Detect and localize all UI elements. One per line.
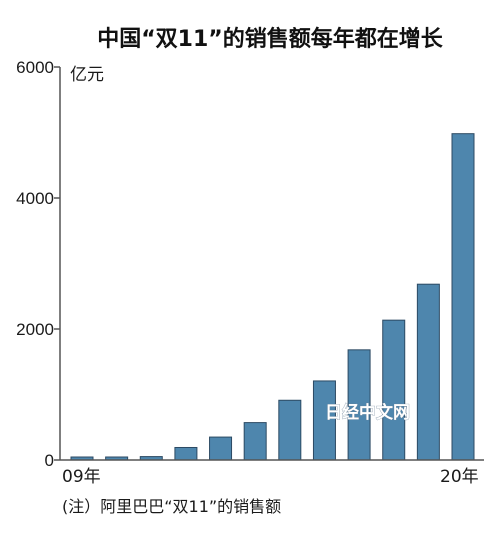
y-axis-unit-label: 亿元 [70,65,104,85]
y-axis-ticks: 0 2000 4000 6000 [16,58,60,470]
y-tick-label: 2000 [16,320,54,339]
y-tick-label: 4000 [16,189,54,208]
bar-2019 [416,283,440,461]
y-tick-label: 6000 [16,58,54,77]
chart-title: 中国“双11”的销售额每年都在增长 [97,26,444,52]
footnote: (注）阿里巴巴“双11”的销售额 [62,497,281,516]
y-tick-label: 0 [45,451,54,470]
bar-2015 [278,399,302,461]
bar-2020 [451,133,475,461]
bar-2012 [174,446,198,461]
bar-2014 [243,422,267,461]
bar-2013 [209,436,233,461]
x-tick-label-first: 09年 [62,467,101,487]
watermark-logo: 日经中文网 [325,402,410,423]
bar-2018 [382,319,406,461]
x-tick-label-last: 20年 [440,467,479,487]
bar-series [70,133,475,461]
